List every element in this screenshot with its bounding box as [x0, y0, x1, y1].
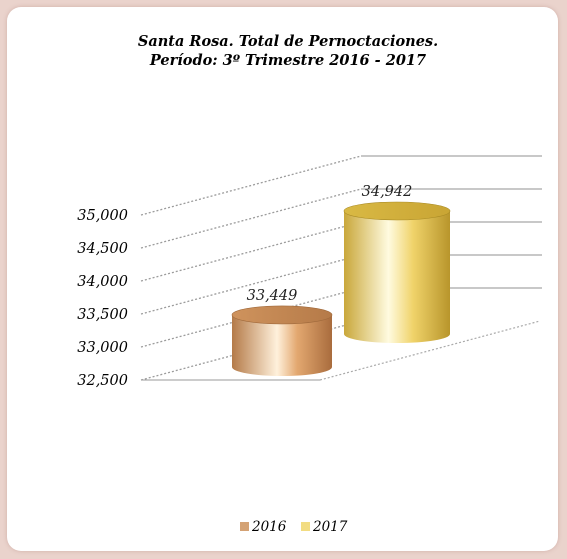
chart-title-line2: Período: 3º Trimestre 2016 - 2017 [149, 52, 426, 69]
y-tick-label: 34,500 [77, 241, 128, 257]
gridlines [140, 155, 542, 381]
gridline-diagonal [140, 221, 362, 282]
floor-right-edge [319, 320, 541, 381]
bar-2016 [231, 305, 333, 376]
legend: 2016 2017 [240, 519, 348, 535]
legend-swatch-2017 [301, 522, 310, 531]
y-tick-label: 33,500 [77, 307, 128, 323]
bar-2017 [343, 201, 451, 343]
bar-top-cap [343, 201, 451, 221]
y-axis-ticks: 32,500 33,000 33,500 34,000 34,500 35,000 [77, 208, 128, 389]
legend-label-2017: 2017 [312, 519, 348, 535]
y-tick-label: 32,500 [77, 373, 128, 389]
bars [231, 201, 451, 376]
y-tick-label: 34,000 [77, 274, 128, 290]
legend-label-2016: 2016 [251, 519, 287, 535]
chart-title-line1: Santa Rosa. Total de Pernoctaciones. [138, 33, 438, 50]
gridline-diagonal [140, 254, 362, 315]
y-tick-label: 33,000 [77, 340, 128, 356]
bar-top-cap [231, 305, 333, 325]
data-label-2016: 33,449 [247, 288, 298, 304]
chart-frame [7, 7, 558, 551]
bar-body [344, 211, 450, 343]
bar-body [232, 314, 332, 376]
data-labels: 33,449 34,942 [247, 184, 413, 304]
gridline-diagonal [140, 155, 362, 216]
chart-floor [141, 321, 540, 380]
data-label-2017: 34,942 [362, 184, 413, 200]
legend-swatch-2016 [240, 522, 249, 531]
gridline-diagonal [140, 188, 362, 249]
y-tick-label: 35,000 [77, 208, 128, 224]
